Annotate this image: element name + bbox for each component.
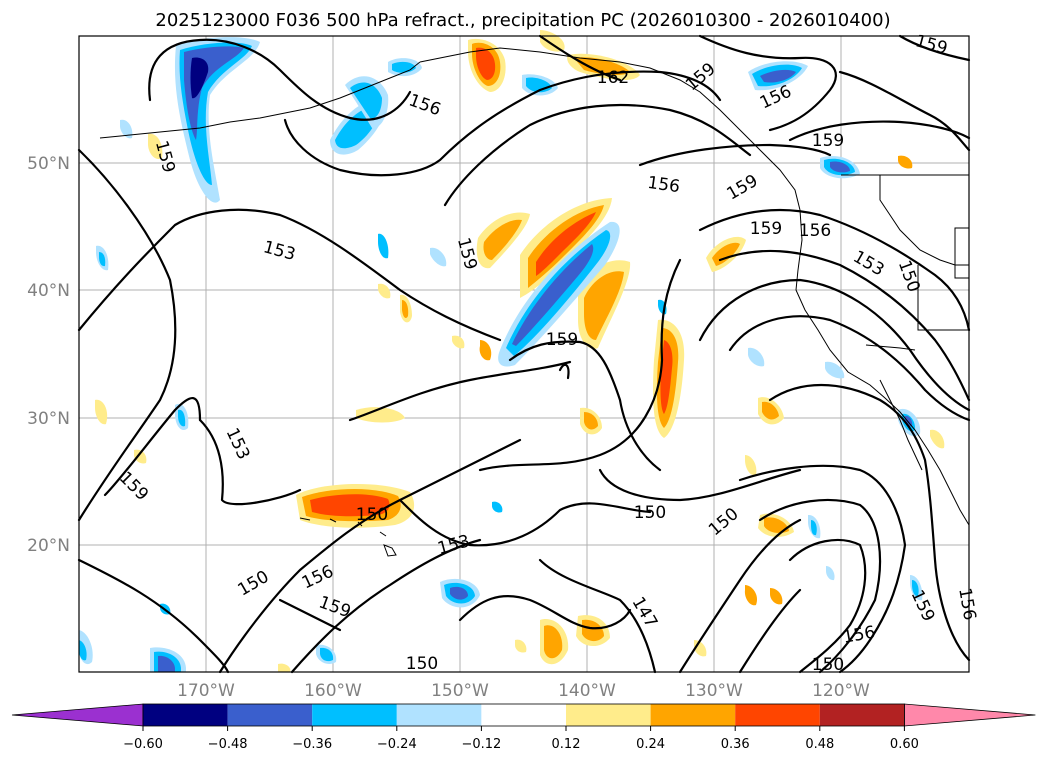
- contour-label: 150: [634, 503, 666, 523]
- colorbar-segments: [11, 703, 1036, 727]
- colorbar-frame: [142, 703, 905, 727]
- lon-label: 150°W: [431, 681, 489, 701]
- precip-shading: [79, 30, 945, 672]
- colorbar-segment: [396, 704, 482, 726]
- colorbar-tick-label: −0.24: [377, 737, 417, 752]
- colorbar-tick-label: −0.36: [292, 737, 332, 752]
- contour-label: 156: [799, 221, 831, 241]
- colorbar-segment: [650, 704, 736, 726]
- colorbar-segment: [566, 704, 651, 726]
- contour-label: 159: [750, 219, 782, 239]
- lon-label: 120°W: [812, 681, 870, 701]
- contour-label: 150: [356, 505, 388, 525]
- colorbar-tick-label: 0.36: [721, 737, 750, 752]
- contour-label: 150: [812, 655, 844, 675]
- contour-label: 156: [646, 173, 681, 197]
- colorbar-segment: [143, 704, 228, 726]
- colorbar-extend-max: [904, 703, 1036, 727]
- colorbar-tick-label: −0.60: [123, 737, 163, 752]
- colorbar-segment: [819, 704, 905, 726]
- colorbar-tick-label: −0.48: [208, 737, 248, 752]
- colorbar-segment: [312, 704, 397, 726]
- lat-label: 30°N: [27, 409, 70, 429]
- colorbar-tick-label: 0.60: [890, 737, 919, 752]
- colorbar-segment: [227, 704, 313, 726]
- lat-label: 40°N: [27, 281, 70, 301]
- precip-negative: [79, 37, 923, 672]
- colorbar-tick-label: 0.48: [805, 737, 834, 752]
- contour-label: 162: [597, 68, 629, 88]
- colorbar-segment: [735, 704, 820, 726]
- latitude-labels: 50°N 40°N 30°N 20°N: [27, 154, 70, 556]
- longitude-labels: 170°W 160°W 150°W 140°W 130°W 120°W: [177, 681, 870, 701]
- colorbar: −0.60 −0.48 −0.36 −0.24 −0.12 0.12 0.24 0.36 0.4…: [11, 703, 1036, 752]
- lat-label: 20°N: [27, 536, 70, 556]
- precip-positive: [95, 30, 945, 672]
- map-title: 2025123000 F036 500 hPa refract., precip…: [155, 10, 890, 31]
- lon-label: 170°W: [177, 681, 235, 701]
- lat-label: 50°N: [27, 154, 70, 174]
- colorbar-segment: [481, 704, 566, 726]
- coastlines: [99, 47, 970, 557]
- colorbar-ticks: −0.60 −0.48 −0.36 −0.24 −0.12 0.12 0.24 0.36 0.4…: [123, 726, 919, 752]
- map-panel: 162 159 159 159 159 159 159 159 159 159 …: [77, 30, 980, 675]
- contour-label: 159: [812, 131, 844, 151]
- contour-label: 150: [406, 654, 438, 674]
- colorbar-tick-label: 0.12: [552, 737, 581, 752]
- refractivity-contours: [77, 34, 971, 674]
- lon-label: 140°W: [558, 681, 616, 701]
- colorbar-tick-label: −0.12: [461, 737, 501, 752]
- map-frame: [78, 35, 970, 673]
- colorbar-extend-min: [11, 703, 144, 727]
- contour-label: 159: [546, 330, 578, 350]
- lon-label: 130°W: [685, 681, 743, 701]
- colorbar-tick-label: 0.24: [636, 737, 665, 752]
- lon-label: 160°W: [304, 681, 362, 701]
